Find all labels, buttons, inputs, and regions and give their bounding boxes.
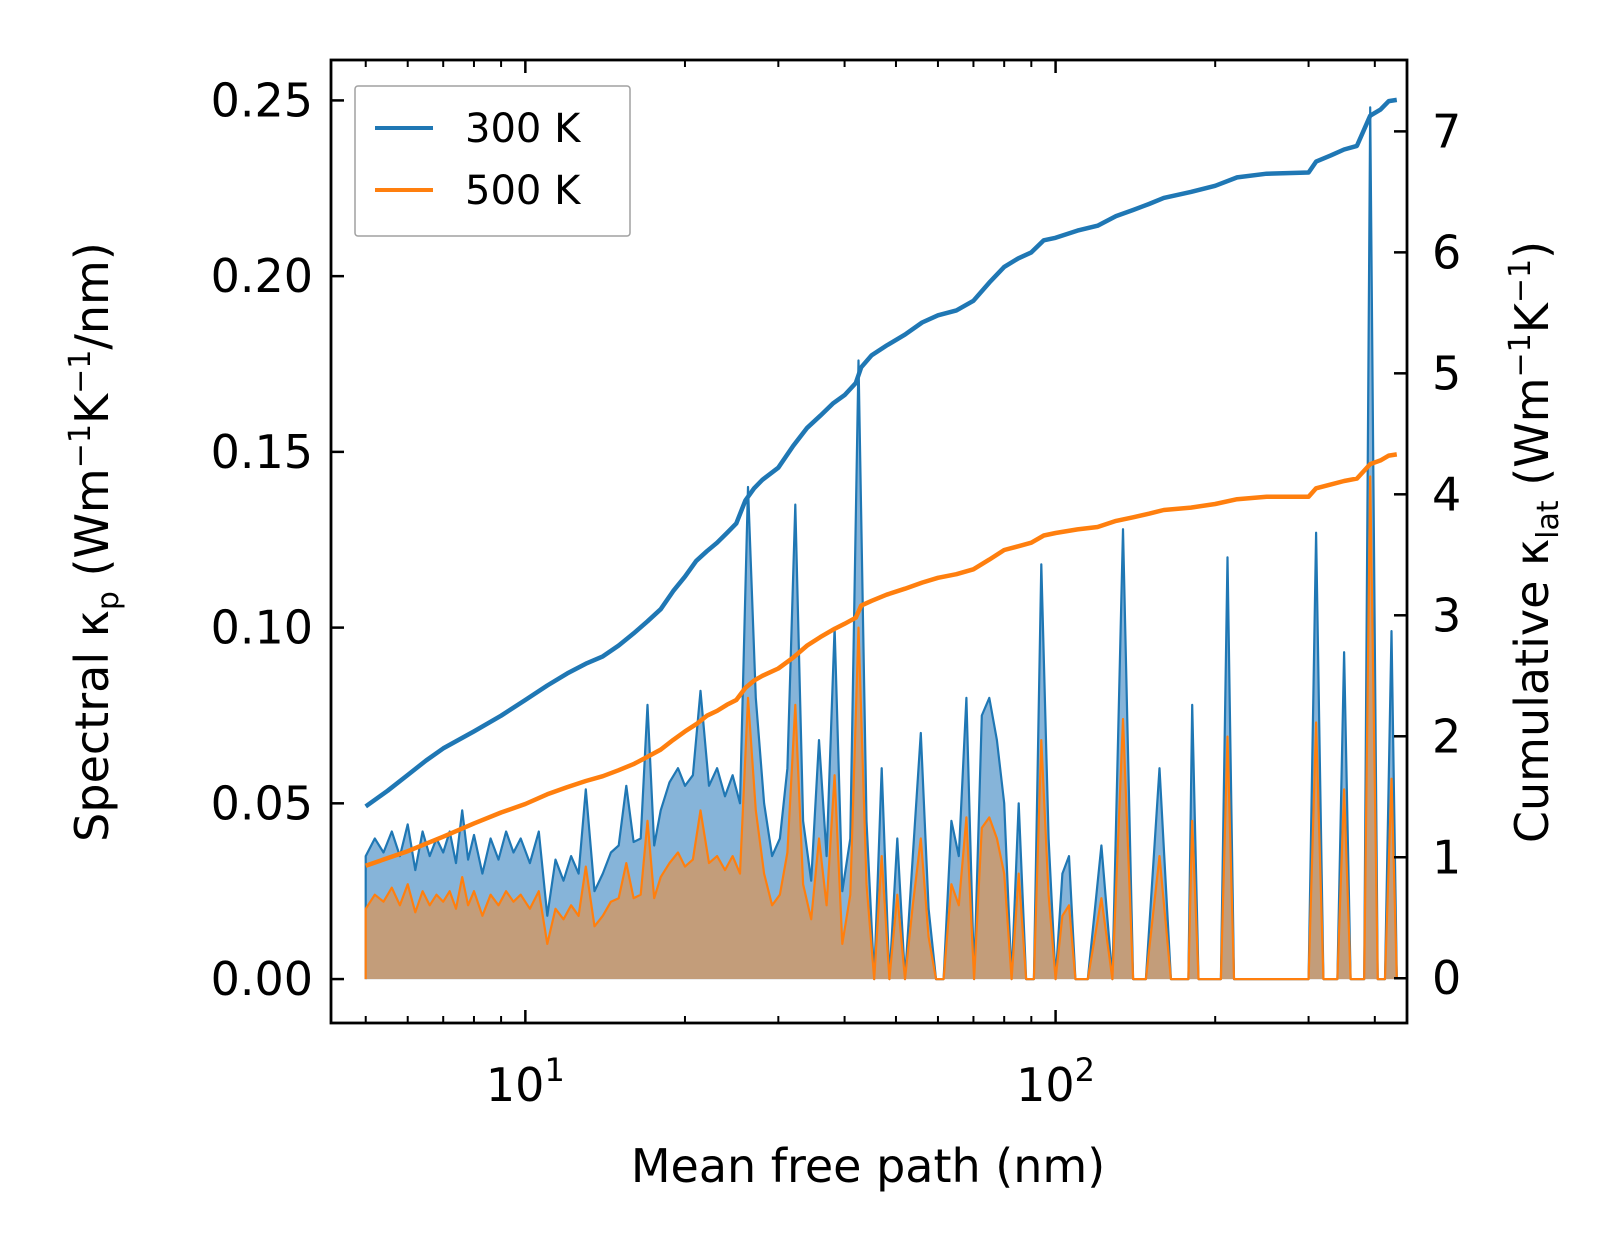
right-tick-label: 2 [1432, 709, 1461, 763]
legend-frame [354, 85, 631, 237]
right-tick-label: 3 [1432, 588, 1461, 642]
left-tick-label: 0.25 [211, 73, 313, 127]
spectral-line-500k [364, 475, 1398, 981]
x-tick-label: 102 [1016, 1051, 1095, 1112]
cumulative-line-300k [364, 97, 1398, 809]
x-axis-title: Mean free path (nm) [631, 1139, 1105, 1193]
legend-label-300k: 300 K [465, 106, 582, 152]
left-tick-label: 0.05 [211, 776, 313, 830]
x-tick-label: 101 [486, 1051, 565, 1112]
series-layer [364, 97, 1398, 981]
right-tick-label: 7 [1432, 104, 1461, 158]
right-tick-label: 4 [1432, 467, 1461, 521]
legend: 300 K 500 K [354, 85, 631, 237]
ticks-layer [331, 60, 1407, 1023]
plot-frame [329, 58, 1409, 1025]
left-tick-label: 0.10 [211, 601, 313, 655]
right-tick-label: 1 [1432, 830, 1461, 884]
left-tick-label: 0.00 [211, 952, 313, 1006]
left-tick-label: 0.15 [211, 425, 313, 479]
tick-labels: 0.00 0.05 0.10 0.15 0.20 0.25 0 1 2 3 4 5 6 7 101 102 [211, 73, 1462, 1112]
right-y-axis-title: Cumulative κlat (Wm−1K−1) [1503, 241, 1566, 843]
legend-label-500k: 500 K [465, 168, 582, 214]
cumulative-line-500k [364, 452, 1398, 868]
left-y-axis-title: Spectral κp (Wm−1K−1/nm) [63, 242, 126, 842]
left-tick-label: 0.20 [211, 249, 313, 303]
right-tick-label: 0 [1432, 951, 1461, 1005]
right-tick-label: 5 [1432, 346, 1461, 400]
right-tick-label: 6 [1432, 225, 1461, 279]
